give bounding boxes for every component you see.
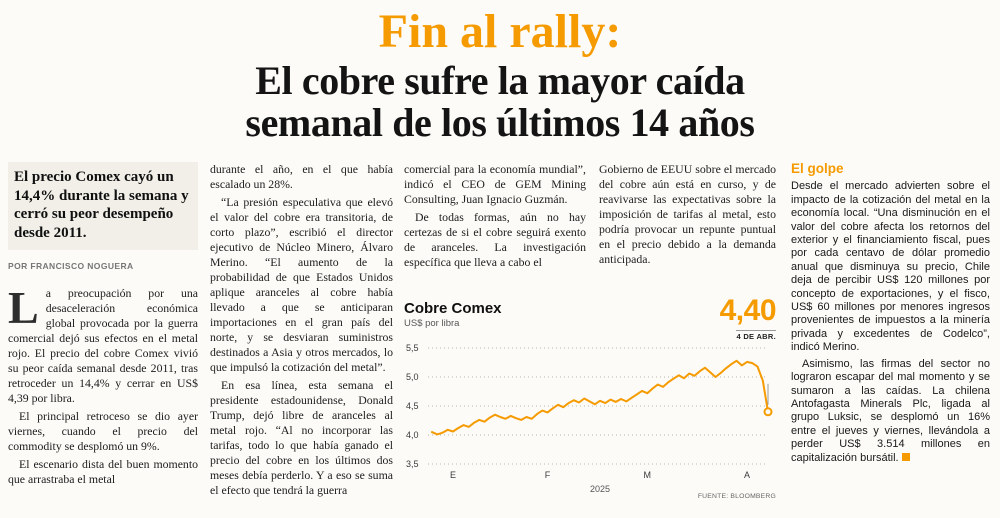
svg-text:M: M <box>644 470 652 480</box>
svg-text:A: A <box>744 470 750 480</box>
chart-title: Cobre Comex <box>404 300 502 317</box>
chart-source: FUENTE: BLOOMBERG <box>697 493 776 500</box>
paragraph: En esa línea, esta semana el presidente … <box>210 378 393 497</box>
paragraph: “La presión especulativa que elevó el va… <box>210 195 393 374</box>
svg-text:F: F <box>545 470 551 480</box>
column-4: Gobierno de EEUU sobre el mercado del co… <box>599 162 776 267</box>
paragraph-text: a preocupación por una desaceleración ec… <box>8 286 198 405</box>
svg-text:4,0: 4,0 <box>406 430 419 440</box>
chart-last-date: 4 DE ABR. <box>736 330 776 341</box>
headline-title-line2: semanal de los últimos 14 años <box>245 100 755 146</box>
svg-text:4,5: 4,5 <box>406 401 419 411</box>
chart-last-value: 4,40 <box>719 294 777 327</box>
svg-text:E: E <box>450 470 456 480</box>
column-1: El precio Comex cayó un 14,4% durante la… <box>8 162 198 487</box>
paragraph: El escenario dista del buen momento que … <box>8 457 198 486</box>
chart-block: Cobre Comex US$ por libra 4,40 4 DE ABR.… <box>404 296 778 501</box>
headline-title: El cobre sufre la mayor caída semanal de … <box>0 57 1000 146</box>
paragraph: De todas formas, aún no hay certezas de … <box>404 210 586 269</box>
headline-title-line1: El cobre sufre la mayor caída <box>255 57 745 103</box>
sidebar-paragraph: Desde el mercado advierten sobre el impa… <box>791 180 990 354</box>
paragraph: durante el año, en el que había escalado… <box>210 162 393 191</box>
chart-canvas: 5,5 5,0 4,5 4,0 3,5 E F M A 2025 <box>406 343 773 494</box>
lede: El precio Comex cayó un 14,4% durante la… <box>8 162 198 250</box>
sidebar-header: El golpe <box>791 161 844 176</box>
column-2: durante el año, en el que había escalado… <box>210 162 393 498</box>
svg-text:2025: 2025 <box>590 484 610 494</box>
article-end-icon <box>901 452 910 461</box>
column-3: comercial para la economía mundial”, ind… <box>404 162 586 270</box>
sidebar-paragraph-text: Asimismo, las firmas del sector no logra… <box>791 357 990 464</box>
paragraph: Gobierno de EEUU sobre el mercado del co… <box>599 162 776 266</box>
svg-text:5,5: 5,5 <box>406 343 419 353</box>
chart-subtitle: US$ por libra <box>404 318 460 329</box>
paragraph: comercial para la economía mundial”, ind… <box>404 162 586 206</box>
svg-text:5,0: 5,0 <box>406 372 419 382</box>
sidebar-paragraph: Asimismo, las firmas del sector no logra… <box>791 358 990 465</box>
paragraph: El principal retroceso se dio ayer viern… <box>8 409 198 453</box>
byline: POR FRANCISCO NOGUERA <box>8 261 134 271</box>
sidebar: El golpe Desde el mercado advierten sobr… <box>791 162 990 465</box>
headline-kicker: Fin al rally: <box>378 5 622 58</box>
headline-block: Fin al rally: El cobre sufre la mayor ca… <box>0 5 1000 146</box>
svg-text:3,5: 3,5 <box>406 459 419 469</box>
drop-cap: L <box>8 282 39 333</box>
